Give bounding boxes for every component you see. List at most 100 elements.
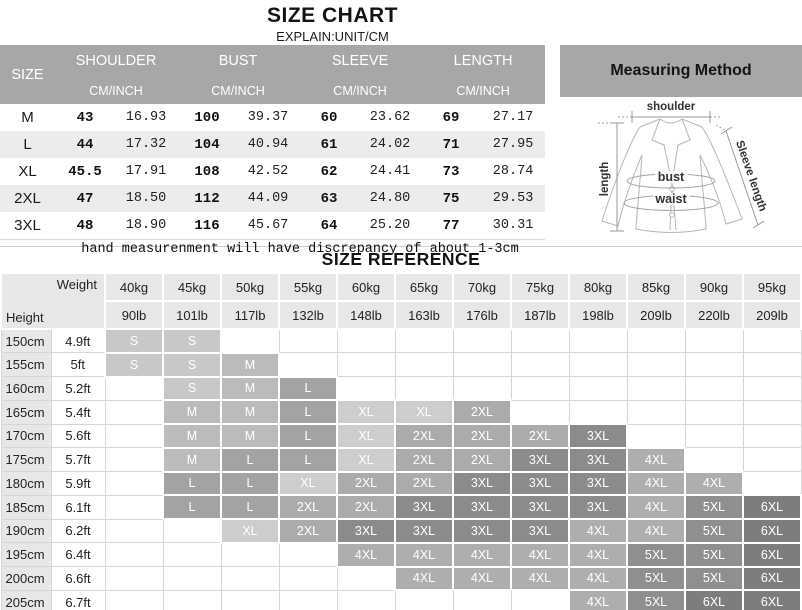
column-header-shoulder: SHOULDER [55,45,178,77]
weight-kg-header: 75kg [510,272,570,302]
empty-cell [278,542,338,567]
column-header-sleeve: SLEEVE [299,45,422,77]
empty-cell [452,352,512,377]
size-reference-row: 185cm 6.1ft L L 2XL 2XL 3XL 3XL 3XL 3XL 4XL 5XL 6XL [0,494,802,520]
height-cell: 185cm [0,494,52,520]
weight-lb-header: 209lb [626,300,686,330]
cm-value-cell: 75 [442,190,460,207]
size-cell-4xl: 4XL [510,541,570,568]
size-cell-5xl: 5XL [684,541,744,568]
empty-cell [104,542,164,567]
jacket-diagram: shoulder length bust waist Sleeve length [560,97,802,239]
weight-lb-header: 101lb [162,300,222,330]
size-cell-3xl: 3XL [510,470,570,497]
jacket-collar [659,118,683,124]
size-cell-4xl: 4XL [626,494,686,520]
empty-cell [684,399,744,425]
size-cell-4xl: 4XL [568,541,628,568]
shoulder-label: shoulder [647,101,696,113]
length-label: length [599,162,611,197]
weight-kg-header: 70kg [452,272,512,302]
empty-cell [742,447,802,472]
size-cell-s: S [162,375,222,402]
size-reference-row: 165cm 5.4ft M M L XL XL 2XL [0,399,802,425]
height-ft-cell: 6.1ft [50,494,106,520]
size-chart-row: L 44 17.32 104 40.94 61 24.02 71 27.95 [0,131,546,158]
weight-lb-header: 198lb [568,300,628,330]
size-cell-4xl: 4XL [626,470,686,497]
weight-kg-header: 55kg [278,272,338,302]
empty-cell [104,518,164,544]
weight-lb-header: 187lb [510,300,570,330]
size-reference-row: 190cm 6.2ft XL 2XL 3XL 3XL 3XL 3XL 4XL 4XL 5XL 6XL [0,518,802,544]
height-ft-cell: 6.4ft [50,542,106,567]
sleeve-measure-line [720,126,765,229]
size-cell-2xl: 2XL [336,470,396,497]
height-ft-cell: 6.2ft [50,518,106,544]
empty-cell [452,328,512,354]
size-cell-m: M [162,446,222,473]
size-chart-unit-header-row: CM/INCH CM/INCH CM/INCH CM/INCH [0,77,546,104]
corner-cell: Weight Height [0,272,106,330]
size-cell-5xl: 5XL [626,541,686,568]
size-cell-xl: XL [336,423,396,449]
size-cell-6xl: 6XL [742,518,802,544]
empty-cell [742,328,802,354]
jacket-shoulders [639,118,703,128]
empty-cell [394,352,454,377]
empty-cell [510,352,570,377]
shoulder-measure-line [631,111,711,123]
empty-cell [452,589,512,610]
top-section: SIZE CHART EXPLAIN:UNIT/CM SIZE SHOULDER… [0,0,802,257]
size-cell-3xl: 3XL [568,446,628,473]
size-cell-3xl: 3XL [568,423,628,449]
height-ft-cell: 5.4ft [50,399,106,425]
size-cell-3xl: 3XL [394,518,454,544]
cm-value-cell: 63 [320,190,338,207]
size-cell-2xl: 2XL [278,518,338,544]
inch-value-cell: 39.37 [247,110,289,125]
empty-cell [394,589,454,610]
weight-lb-header: 132lb [278,300,338,330]
size-chart-body: M 43 16.93 100 39.37 60 23.62 69 27.17 L 44 17.32 10… [0,104,546,239]
size-cell-3xl: 3XL [452,470,512,497]
size-cell-3xl: 3XL [452,518,512,544]
sleeve-length-label: Sleeve length [733,139,768,213]
height-ft-cell: 6.6ft [50,566,106,591]
size-cell-2xl: 2XL [452,446,512,473]
size-cell-m: M [162,423,222,449]
size-reference-row: 160cm 5.2ft S M L [0,375,802,402]
inch-value-cell: 17.32 [125,137,167,152]
column-header-length: LENGTH [421,45,546,77]
size-cell-m: M [220,423,280,449]
empty-cell [684,352,744,377]
inch-value-cell: 42.52 [247,164,289,179]
size-reference-row: 180cm 5.9ft L L XL 2XL 2XL 3XL 3XL 3XL 4XL 4XL [0,470,802,497]
empty-cell [162,518,222,544]
size-chart-row: 3XL 48 18.90 116 45.67 64 25.20 77 30.31 [0,212,545,239]
jacket-button-top [669,186,675,192]
size-cell-2xl: 2XL [510,423,570,449]
height-cell: 160cm [0,376,52,401]
size-cell-l: L [278,399,338,425]
height-ft-cell: 5.7ft [50,447,106,472]
unit-header-sleeve: CM/INCH [299,77,422,104]
cm-value-cell: 45.5 [68,163,102,180]
bust-label-backing [655,171,688,183]
size-chart-table: SIZE SHOULDER BUST SLEEVE LENGTH CM/INCH… [0,45,546,239]
size-cell-l: L [220,470,280,497]
cm-value-cell: 77 [442,217,460,234]
inch-value-cell: 25.20 [369,218,411,233]
empty-cell [568,352,628,377]
measurement-note: hand measurenment will have discrepancy … [0,239,545,260]
size-cell-4xl: 4XL [626,518,686,544]
size-cell-m: M [220,399,280,425]
empty-cell [742,352,802,377]
height-cell: 190cm [0,518,52,544]
cm-value-cell: 43 [76,109,94,126]
size-cell-2xl: 2XL [394,446,454,473]
empty-cell [626,328,686,354]
corner-weight-label: Weight [56,277,97,292]
size-cell-6xl: 6XL [684,589,744,610]
